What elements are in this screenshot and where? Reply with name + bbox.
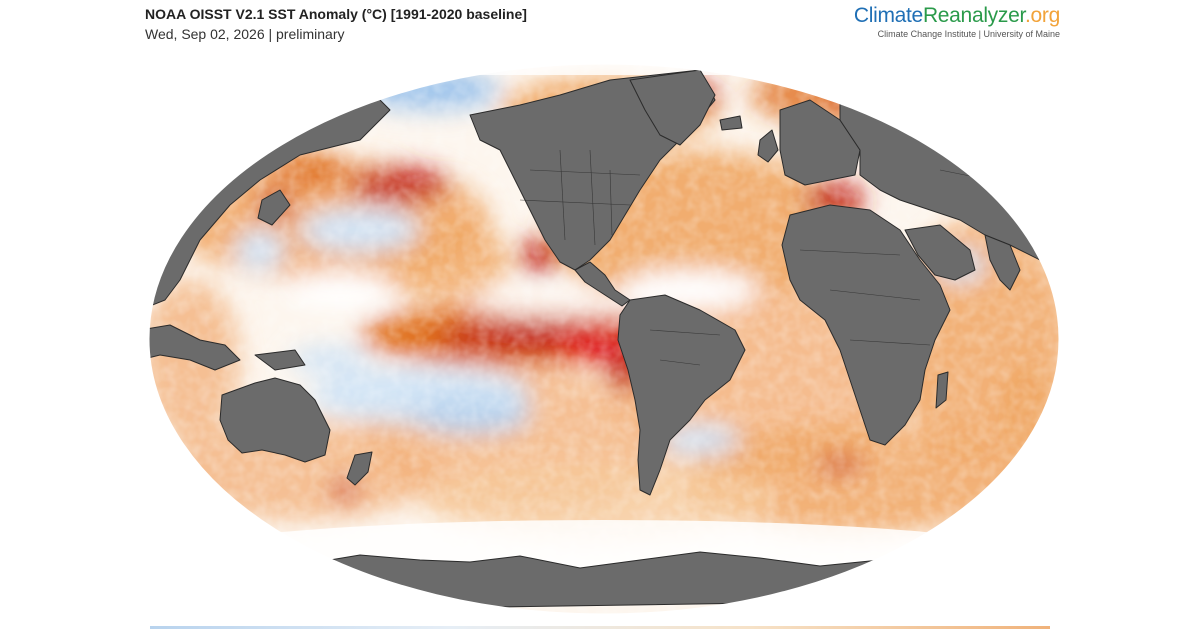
land-madagascar [935, 371, 949, 409]
brand-name: ClimateReanalyzer.org [854, 4, 1060, 28]
land-arabia [904, 224, 976, 281]
brand-logo[interactable]: ClimateReanalyzer.org Climate Change Ins… [854, 4, 1060, 39]
land-iceland [719, 115, 743, 131]
color-scale-bar [150, 626, 1050, 629]
brand-name-part1: Climate [853, 4, 923, 27]
land-europe [779, 99, 861, 186]
land-africa [781, 204, 951, 446]
land-greenland [629, 69, 716, 146]
land-australia [219, 377, 331, 463]
brand-name-part2: Reanalyzer [922, 4, 1025, 27]
land-new-zealand [346, 451, 373, 486]
brand-name-part3: .org [1025, 4, 1060, 27]
land-british-isles [757, 129, 779, 163]
land-india [984, 234, 1021, 291]
brand-subtitle: Climate Change Institute | University of… [877, 29, 1060, 39]
globe-outline [148, 63, 1060, 615]
map-title: NOAA OISST V2.1 SST Anomaly (°C) [1991-2… [145, 6, 527, 22]
land-japan [257, 189, 291, 226]
land-new-guinea [254, 349, 306, 371]
land-south-america [617, 294, 746, 496]
map-date: Wed, Sep 02, 2026 | preliminary [145, 26, 345, 42]
